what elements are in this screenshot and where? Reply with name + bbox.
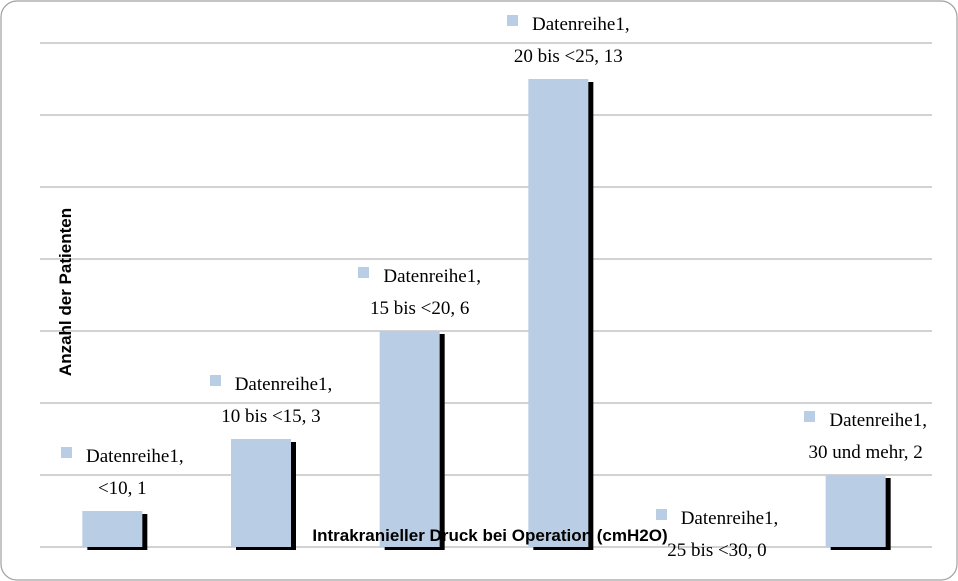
data-label: Datenreihe1, 30 und mehr, 2 — [756, 405, 958, 469]
bar — [528, 79, 589, 547]
bar — [82, 511, 143, 547]
bar — [231, 439, 291, 547]
y-axis-title: Anzahl der Patienten — [56, 208, 75, 376]
bar — [825, 475, 886, 547]
data-label: Datenreihe1, 25 bis <30, 0 — [607, 503, 827, 567]
x-axis-title: Intrakranieller Druck bei Operation (cmH… — [312, 526, 667, 545]
data-label: Datenreihe1, 20 bis <25, 13 — [458, 9, 678, 73]
data-label: Datenreihe1, 10 bis <15, 3 — [161, 369, 381, 433]
data-label: Datenreihe1, 15 bis <20, 6 — [310, 261, 530, 325]
bar — [379, 331, 440, 547]
data-label: Datenreihe1, <10, 1 — [12, 441, 232, 505]
